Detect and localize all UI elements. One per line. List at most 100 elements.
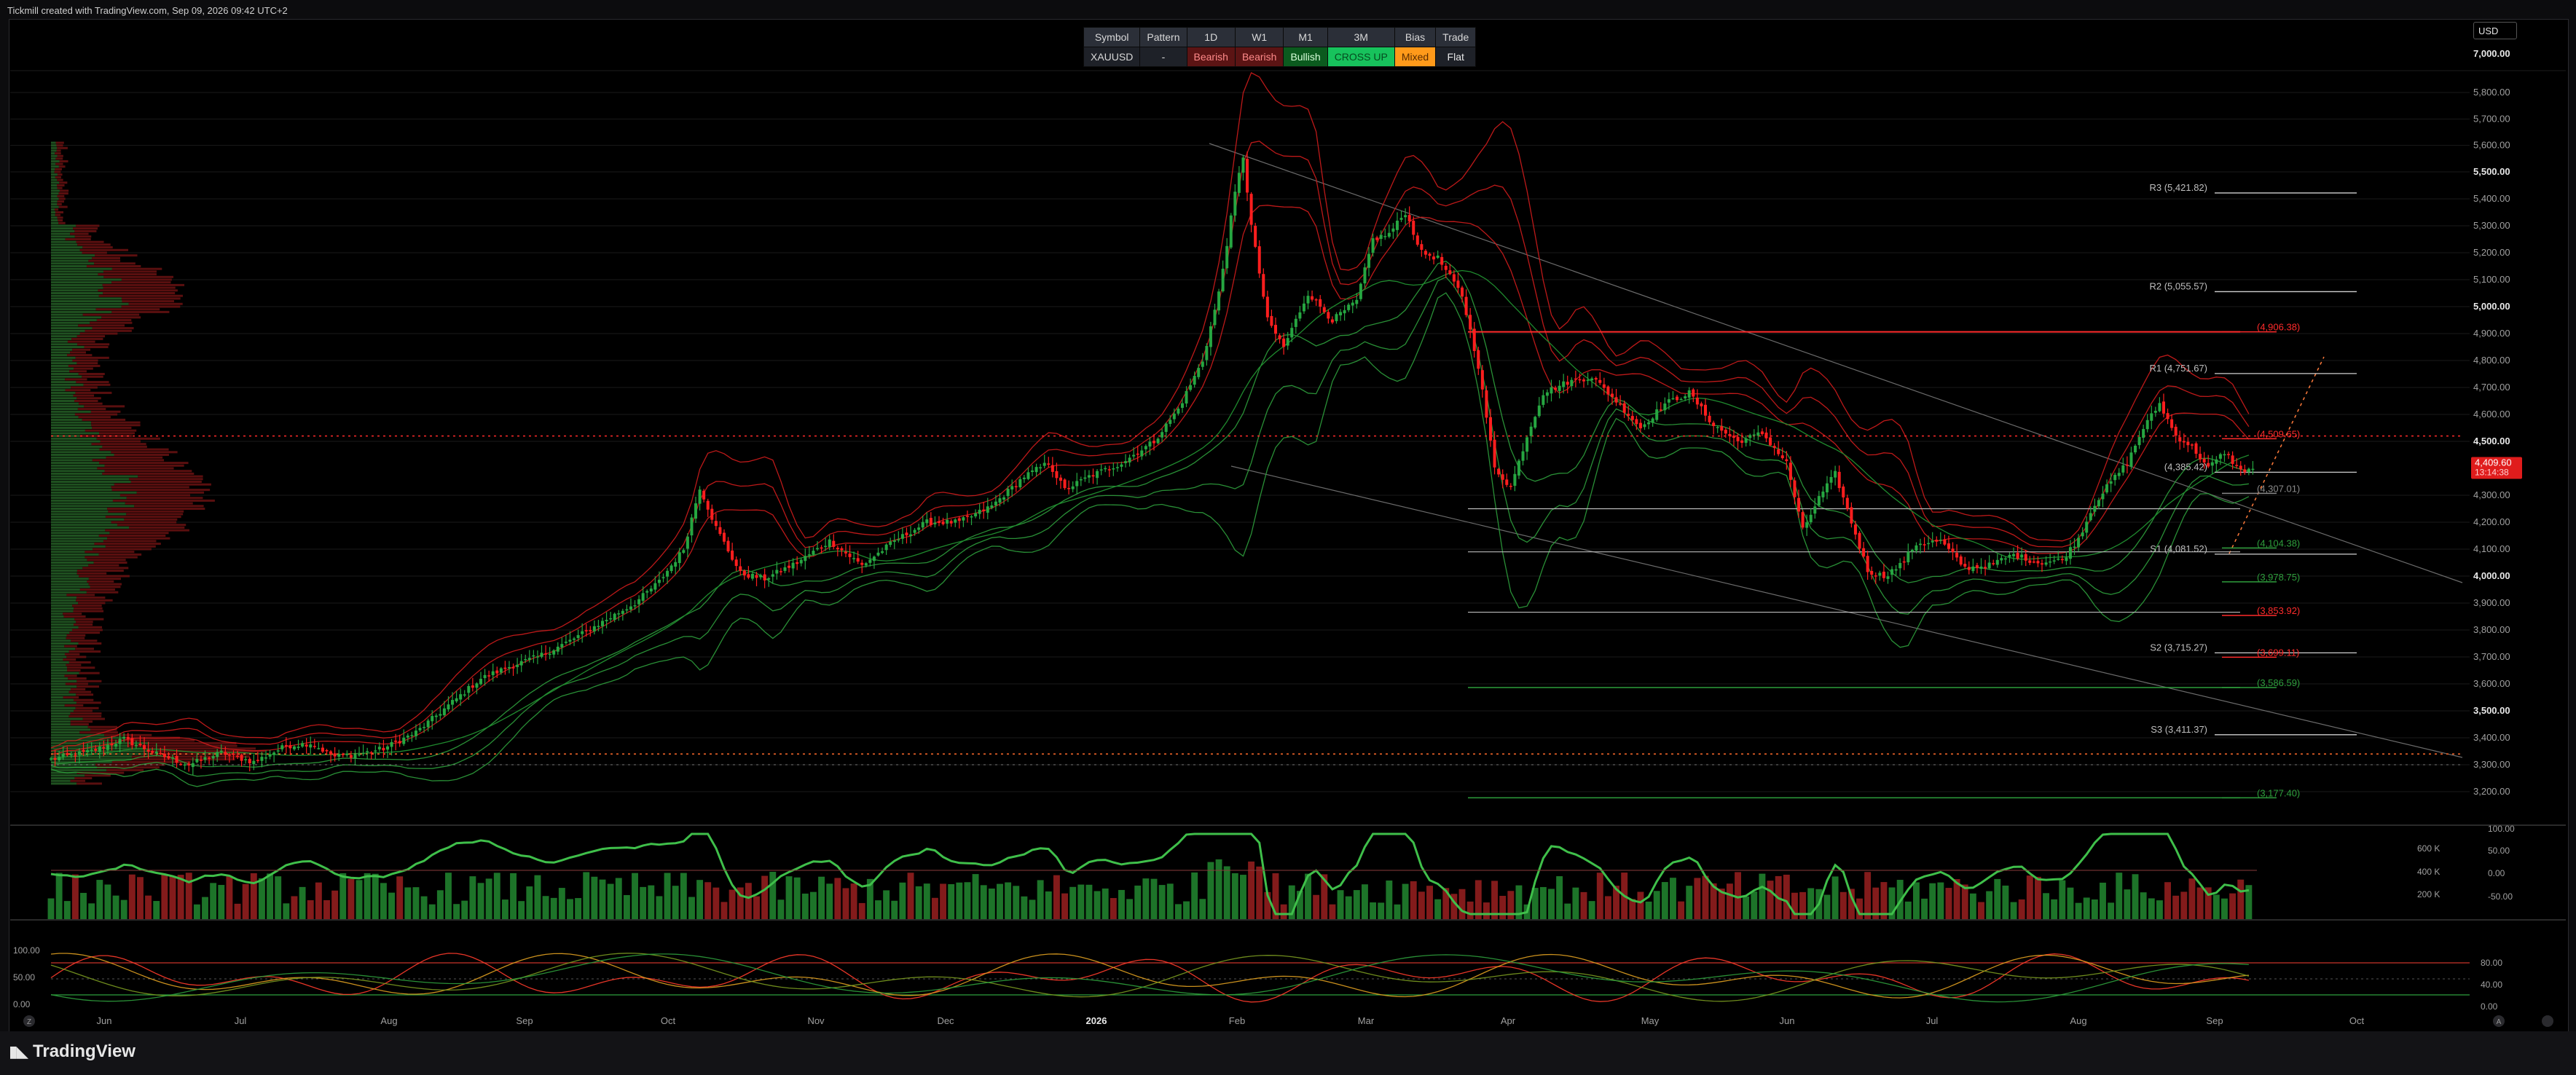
candle-body [1193,376,1196,385]
currency-button[interactable]: USD [2473,22,2517,39]
profile-bar-bear [59,181,68,184]
candle-body [641,593,645,601]
candle-body [946,519,949,524]
volume-bar [1839,891,1847,919]
candle-body [1975,565,1979,569]
candle-body [1395,220,1399,230]
candle-body [1278,335,1281,339]
profile-bar-bull [51,402,79,405]
candle-body [965,516,969,517]
volume-bar [1053,875,1060,919]
fib-label-7: (3,586.59) [2257,677,2300,688]
candle-body [1525,437,1529,452]
profile-bar-bear [148,750,265,752]
candle-body [1578,379,1582,381]
candle-body [423,727,426,728]
profile-bar-bull [51,763,95,766]
volume-bar [818,876,825,919]
candle-body [2073,546,2076,548]
candle-body [1943,539,1947,545]
volume-bar [1653,891,1660,919]
candle-body [1071,486,1075,489]
profile-bar-bear [91,424,141,427]
profile-bar-bear [57,186,63,189]
candle-body [722,532,726,542]
volume-bar [128,874,136,919]
profile-bar-bull [51,346,85,348]
volume-bar [1483,902,1490,919]
candle-body [1067,487,1071,489]
candle-body [1148,441,1152,447]
bias-value-1: - [1139,47,1187,67]
volume-bar [396,876,404,919]
profile-bar-bear [58,165,66,168]
volume-bar [1629,899,1636,919]
candle-body [309,744,313,748]
profile-bar-bear [144,747,256,750]
pivot-label-1: R2 (5,055.57) [2150,280,2208,291]
volume-bar [583,872,590,919]
profile-bar-bear [74,367,93,370]
candle-body [491,671,495,676]
volume-bar [1491,881,1499,919]
volume-bar [656,896,663,919]
settings-gear-icon [2542,1015,2553,1027]
candle-body [2105,484,2109,493]
y-tick-9: 5,000.00 [2473,301,2510,312]
candle-body [1091,475,1095,477]
candle-body [463,694,466,696]
candle-body [856,558,860,562]
candle-body [353,754,357,759]
profile-bar-bull [51,286,103,289]
volume-bar [258,878,265,919]
volume-bar [745,883,752,919]
candle-body [313,746,316,747]
candle-body [1014,486,1018,488]
profile-bar-bear [75,706,99,709]
profile-bar-bear [76,362,98,365]
candle-body [1708,415,1711,422]
volume-bar [558,888,565,919]
candle-body [600,621,605,626]
profile-bar-bear [68,690,92,693]
candle-body [390,741,393,747]
candle-body [1610,393,1614,398]
profile-bar-bear [97,467,174,470]
candle-body [763,574,766,580]
fib-label-6: (3,699.11) [2257,647,2299,658]
candle-body [2247,468,2250,473]
profile-bar-bull [51,454,114,456]
profile-bar-bull [51,774,85,777]
profile-bar-bull [51,481,131,483]
volume-bar [591,876,598,919]
volume-bar [299,886,306,919]
profile-bar-bull [51,706,76,709]
tradingview-logo[interactable]: ▮◣ TradingView [9,1041,136,1062]
candle-body [941,521,945,524]
candle-body [1643,424,1646,428]
profile-bar-bull [51,340,68,343]
candle-body [2243,469,2247,473]
last-price-tag [2471,457,2522,479]
volume-bar [997,883,1003,919]
volume-bar [1118,889,1125,919]
candle-body [1703,404,1708,416]
candle-body [1594,377,1598,380]
profile-bar-bull [51,189,60,192]
profile-bar-bear [63,658,76,661]
volume-bar [1686,886,1693,919]
candle-body [1363,267,1367,284]
candle-body [949,521,953,524]
profile-bar-bear [104,464,184,467]
profile-bar-bull [51,653,65,655]
chart-frame[interactable] [9,19,2569,1033]
candle-body [1562,381,1566,387]
pivot-label-3: (4,385.42) [2164,461,2207,472]
candle-body [151,751,154,753]
candle-body [690,517,694,536]
x-tick-8: Feb [1229,1015,1245,1026]
y-tick-25: 3,300.00 [2473,759,2510,770]
candle-body [1169,420,1172,425]
profile-bar-bull [51,717,83,720]
